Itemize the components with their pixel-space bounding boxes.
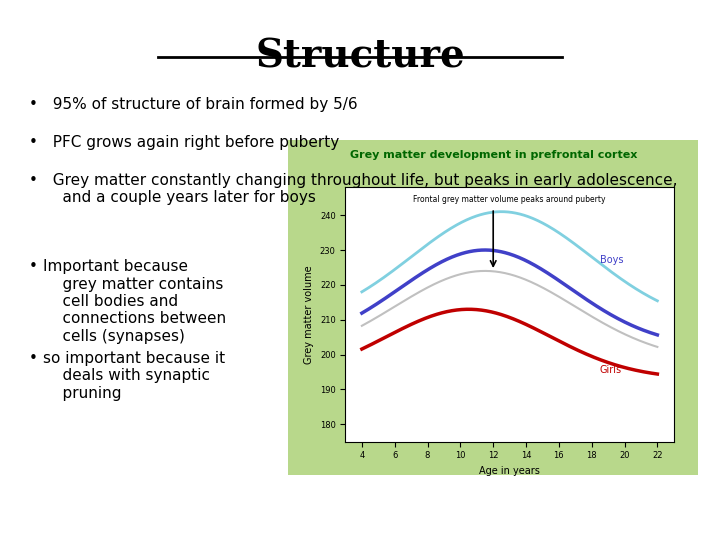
Text: •: • — [29, 97, 37, 112]
Text: Important because
    grey matter contains
    cell bodies and
    connections b: Important because grey matter contains c… — [43, 259, 226, 344]
Text: •: • — [29, 351, 37, 366]
Text: 95% of structure of brain formed by 5/6: 95% of structure of brain formed by 5/6 — [43, 97, 358, 112]
Text: Structure: Structure — [255, 38, 465, 76]
Text: •: • — [29, 259, 37, 274]
Text: •: • — [29, 173, 37, 188]
X-axis label: Age in years: Age in years — [480, 466, 540, 476]
Text: Girls: Girls — [600, 365, 622, 375]
Text: Grey matter constantly changing throughout life, but peaks in early adolescence,: Grey matter constantly changing througho… — [43, 173, 678, 205]
Text: so important because it
    deals with synaptic
    pruning: so important because it deals with synap… — [43, 351, 225, 401]
Text: Frontal grey matter volume peaks around puberty: Frontal grey matter volume peaks around … — [413, 195, 606, 204]
Text: •: • — [29, 135, 37, 150]
Text: PFC grows again right before puberty: PFC grows again right before puberty — [43, 135, 339, 150]
Text: Grey matter development in prefrontal cortex: Grey matter development in prefrontal co… — [349, 151, 637, 160]
Y-axis label: Grey matter volume: Grey matter volume — [305, 265, 315, 364]
Text: Boys: Boys — [600, 255, 624, 265]
